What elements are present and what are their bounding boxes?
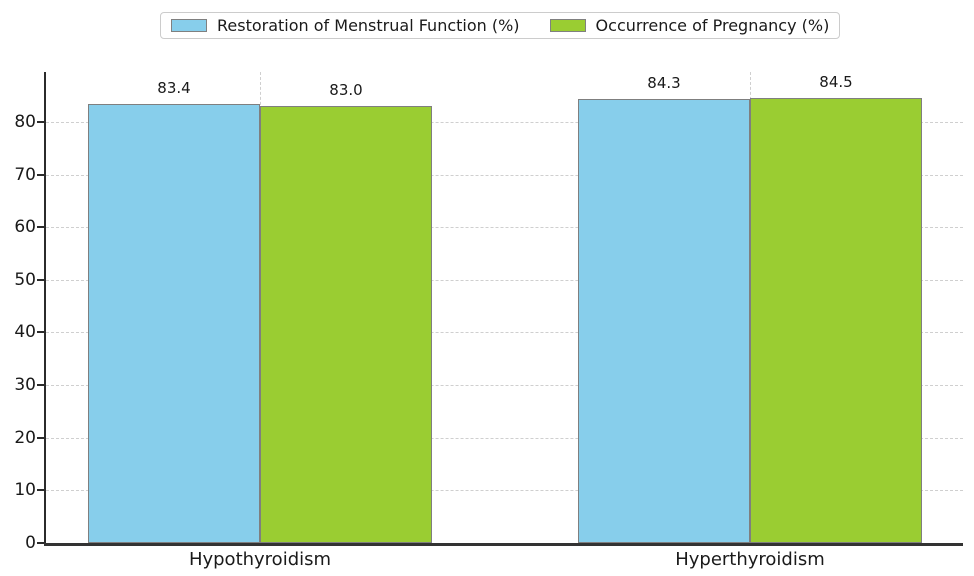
bar-menstrual-1 — [578, 99, 750, 543]
bar-pregnancy-1 — [750, 98, 922, 543]
y-tick-mark — [37, 278, 44, 281]
legend-label: Occurrence of Pregnancy (%) — [595, 16, 830, 35]
y-gridline — [46, 121, 963, 123]
x-tick-label-hyperthyroidism: Hyperthyroidism — [675, 549, 825, 570]
y-tick-label: 10 — [14, 480, 36, 501]
y-tick-label: 30 — [14, 375, 36, 396]
y-gridline — [46, 437, 963, 439]
y-gridline — [46, 227, 963, 229]
y-gridline — [46, 174, 963, 176]
x-tick-label-hypothyroidism: Hypothyroidism — [188, 549, 332, 570]
y-tick-mark — [37, 489, 44, 492]
y-tick-label: 70 — [14, 164, 36, 185]
y-tick-mark — [37, 542, 44, 544]
y-tick-label: 20 — [14, 427, 36, 448]
legend-entry: Restoration of Menstrual Function (%) — [171, 16, 520, 35]
bar-value-label: 83.0 — [329, 81, 363, 100]
y-axis-line — [44, 72, 46, 543]
legend-label: Restoration of Menstrual Function (%) — [217, 16, 520, 35]
y-tick-label: 80 — [14, 111, 36, 132]
legend-swatch-icon — [171, 19, 207, 32]
bar-menstrual-0 — [88, 104, 260, 543]
y-tick-mark — [37, 384, 44, 387]
legend-entry: Occurrence of Pregnancy (%) — [549, 16, 830, 35]
y-tick-label: 60 — [14, 217, 36, 238]
y-gridline — [46, 332, 963, 334]
bar-pregnancy-0 — [260, 106, 432, 543]
y-gridline — [46, 385, 963, 387]
y-tick-label: 50 — [14, 269, 36, 290]
y-tick-mark — [37, 120, 44, 123]
y-tick-mark — [37, 173, 44, 176]
y-tick-mark — [37, 436, 44, 439]
y-gridline — [46, 279, 963, 281]
legend: Restoration of Menstrual Function (%) Occ… — [160, 12, 841, 39]
bar-value-label: 83.4 — [157, 79, 191, 98]
y-tick-label: 0 — [25, 533, 36, 553]
y-gridline — [46, 490, 963, 492]
y-tick-mark — [37, 226, 44, 229]
y-tick-mark — [37, 331, 44, 334]
x-axis-line — [44, 543, 963, 546]
y-tick-label: 40 — [14, 322, 36, 343]
legend-swatch-icon — [549, 19, 586, 32]
plot-area: 0 10 20 30 40 50 60 70 80 83.4 84.3 83.0 84.5 Hypothy… — [14, 72, 963, 570]
bar-value-label: 84.3 — [647, 74, 681, 93]
bar-value-label: 84.5 — [819, 73, 853, 92]
